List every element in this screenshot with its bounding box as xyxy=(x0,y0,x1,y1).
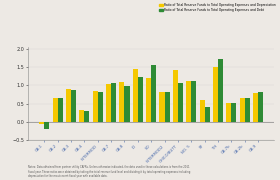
Bar xyxy=(119,82,125,122)
Bar xyxy=(111,83,116,122)
Bar xyxy=(39,122,44,124)
Bar xyxy=(44,122,49,129)
Bar xyxy=(106,84,111,122)
Bar xyxy=(138,77,143,122)
Bar xyxy=(186,81,191,122)
Bar xyxy=(133,69,138,122)
Bar xyxy=(191,81,196,122)
Bar xyxy=(205,107,210,122)
Bar xyxy=(226,103,231,122)
Bar xyxy=(125,86,130,122)
Bar xyxy=(200,100,205,122)
Bar xyxy=(231,103,237,122)
Legend: Ratio of Total Reserve Funds to Total Operating Expenses and Depreciation, Ratio: Ratio of Total Reserve Funds to Total Op… xyxy=(159,3,276,12)
Bar xyxy=(151,65,156,122)
Bar xyxy=(245,98,250,122)
Bar xyxy=(53,98,58,122)
Bar xyxy=(240,98,245,122)
Text: Notes: Data obtained from partner utility CAFRs. Unless otherwise indicated, the: Notes: Data obtained from partner utilit… xyxy=(28,165,190,178)
Bar xyxy=(258,92,263,122)
Bar xyxy=(218,59,223,122)
Bar xyxy=(160,92,165,122)
Bar xyxy=(165,92,170,122)
Bar xyxy=(79,110,84,122)
Bar xyxy=(66,89,71,122)
Bar xyxy=(213,67,218,122)
Bar xyxy=(58,98,63,122)
Bar xyxy=(146,78,151,122)
Bar xyxy=(71,90,76,122)
Bar xyxy=(178,83,183,122)
Bar xyxy=(98,92,103,122)
Bar xyxy=(173,69,178,122)
Bar xyxy=(93,91,98,122)
Bar xyxy=(253,93,258,122)
Bar xyxy=(84,111,89,122)
